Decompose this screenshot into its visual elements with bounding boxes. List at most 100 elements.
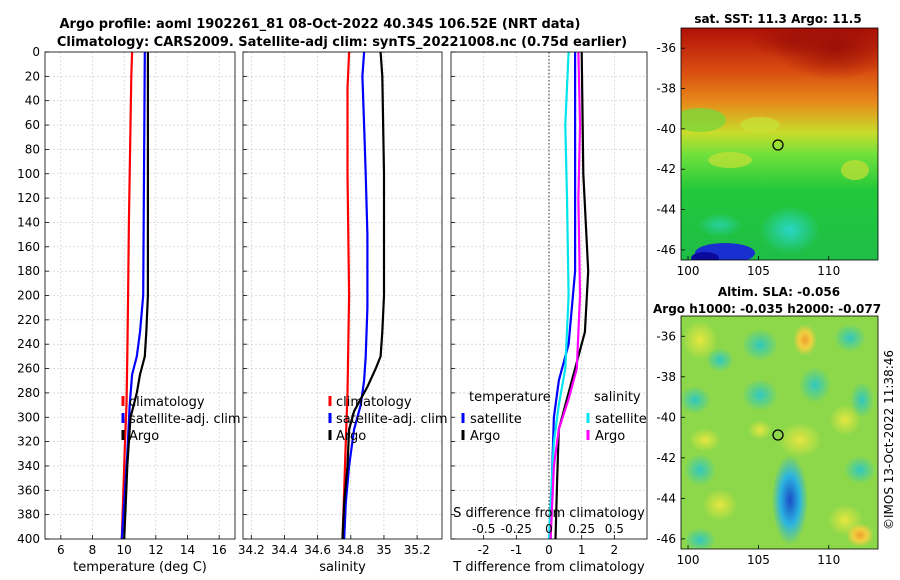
copyright-text: ©IMOS 13-Oct-2022 11:38:46 [882, 350, 896, 530]
legend-group-temperature: temperature [469, 390, 551, 405]
temperature-xlabel: temperature (deg C) [73, 560, 207, 575]
legend-label: satellite-adj. clim [129, 412, 241, 427]
legend-label: climatology [129, 395, 205, 410]
series-line-satellite-adj-clim [343, 51, 369, 540]
secondary-tick-label: 0.5 [605, 522, 624, 536]
map-ytick-label: -38 [656, 82, 676, 96]
series-line-s-argo [549, 51, 582, 540]
temperature-xtick-label: 10 [117, 543, 132, 557]
map-ytick-label: -40 [656, 410, 676, 424]
depth-tick-label: 160 [17, 240, 40, 254]
map-ytick-label: -46 [656, 243, 676, 257]
depth-tick-label: 120 [17, 191, 40, 205]
series-line-s-satellite [547, 51, 570, 540]
legend-label: Argo [336, 429, 366, 444]
difference-xtick-label: 1 [578, 543, 586, 557]
map-ytick-label: -40 [656, 122, 676, 136]
map-xtick-label: 105 [747, 264, 770, 278]
temperature-frame [44, 51, 236, 540]
depth-tick-label: 220 [17, 313, 40, 327]
map-ytick-label: -42 [656, 451, 676, 465]
depth-tick-label: 20 [25, 69, 40, 83]
depth-tick-label: 0 [32, 45, 40, 59]
depth-tick-label: 100 [17, 167, 40, 181]
series-line-argo [341, 51, 386, 540]
salinity-xtick-label: 35 [376, 543, 391, 557]
depth-tick-label: 300 [17, 410, 40, 424]
series-line-climatology [341, 51, 351, 540]
temperature-xtick-label: 12 [148, 543, 163, 557]
map-ytick-label: -44 [656, 203, 676, 217]
salinity-xtick-label: 35.2 [404, 543, 431, 557]
secondary-axis-label: S difference from climatology [453, 506, 645, 521]
salinity-xtick-label: 34.2 [238, 543, 265, 557]
difference-xtick-label: -2 [478, 543, 490, 557]
figure-title-line2: Climatology: CARS2009. Satellite-adj cli… [57, 35, 627, 50]
sla-map-title-line1: Altim. SLA: -0.056 [718, 285, 840, 299]
sla-map-title-line2: Argo h1000: -0.035 h2000: -0.077 [653, 302, 881, 316]
salinity-xtick-label: 34.6 [304, 543, 331, 557]
depth-tick-label: 60 [25, 118, 40, 132]
depth-tick-label: 40 [25, 94, 40, 108]
map-ytick-label: -46 [656, 532, 676, 546]
salinity-xtick-label: 34.4 [271, 543, 298, 557]
map-ytick-label: -38 [656, 370, 676, 384]
salinity-xtick-label: 34.8 [337, 543, 364, 557]
sst-map-panel: sat. SST: 11.3 Argo: 11.5 100 105 110 -36 -3… [656, 12, 879, 278]
legend-label: satellite-adj. clim [336, 412, 448, 427]
difference-frame [450, 51, 648, 540]
depth-tick-label: 140 [17, 215, 40, 229]
legend-label: Argo [595, 429, 625, 444]
sla-argo-marker [772, 429, 784, 441]
depth-tick-label: 320 [17, 435, 40, 449]
temperature-xtick-label: 16 [212, 543, 227, 557]
temperature-xtick-label: 6 [57, 543, 65, 557]
sst-map-title: sat. SST: 11.3 Argo: 11.5 [694, 12, 861, 26]
sla-map-panel: Altim. SLA: -0.056 Argo h1000: -0.035 h2… [653, 285, 881, 567]
temperature-xtick-label: 8 [89, 543, 97, 557]
legend-label: Argo [129, 429, 159, 444]
depth-tick-label: 180 [17, 264, 40, 278]
map-xtick-label: 100 [677, 264, 700, 278]
series-line-climatology [120, 51, 134, 540]
sst-map-axes: 100 105 110 -36 -38 -40 -42 -44 -46 [656, 41, 840, 278]
difference-xtick-label: 2 [611, 543, 619, 557]
secondary-tick-label: -0.5 [472, 522, 495, 536]
legend-label: satellite [470, 412, 522, 427]
temperature-xtick-label: 14 [180, 543, 195, 557]
temperature-plot-area [45, 52, 235, 539]
secondary-tick-label: 0.25 [568, 522, 595, 536]
depth-tick-label: 80 [25, 142, 40, 156]
depth-tick-label: 380 [17, 508, 40, 522]
sla-map-image [681, 316, 878, 549]
temperature-profile-panel: 6 8 10 12 14 16020406080100120140160180200220… [17, 45, 241, 575]
sla-map-frame [680, 315, 879, 550]
legend-label: climatology [336, 395, 412, 410]
secondary-tick-label: -0.25 [501, 522, 532, 536]
sst-argo-marker [772, 139, 784, 151]
sst-map-image [681, 28, 878, 260]
difference-profile-panel: -2 -1 0 1 2 T difference from climatology temp… [450, 51, 648, 575]
figure-title-line1: Argo profile: aoml 1902261_81 08-Oct-202… [60, 17, 581, 32]
map-xtick-label: 100 [677, 553, 700, 567]
depth-tick-label: 240 [17, 337, 40, 351]
map-ytick-label: -42 [656, 162, 676, 176]
legend-group-salinity: salinity [594, 390, 641, 405]
map-ytick-label: -36 [656, 41, 676, 55]
sla-map-axes: 100 105 110 -36 -38 -40 -42 -44 -46 [656, 329, 840, 567]
map-xtick-label: 105 [747, 553, 770, 567]
depth-tick-label: 400 [17, 532, 40, 546]
depth-tick-label: 280 [17, 386, 40, 400]
map-ytick-label: -44 [656, 491, 676, 505]
legend-label: Argo [470, 429, 500, 444]
salinity-frame [242, 51, 443, 540]
legend-label: satellite [595, 412, 647, 427]
depth-tick-label: 340 [17, 459, 40, 473]
sst-map-frame [680, 27, 879, 261]
series-line-argo [123, 52, 149, 540]
depth-tick-label: 360 [17, 483, 40, 497]
difference-xlabel: T difference from climatology [452, 560, 645, 575]
salinity-profile-panel: 34.2 34.4 34.6 34.8 35 35.2 salinity climatolog… [238, 51, 448, 575]
difference-xtick-label: 0 [545, 543, 553, 557]
